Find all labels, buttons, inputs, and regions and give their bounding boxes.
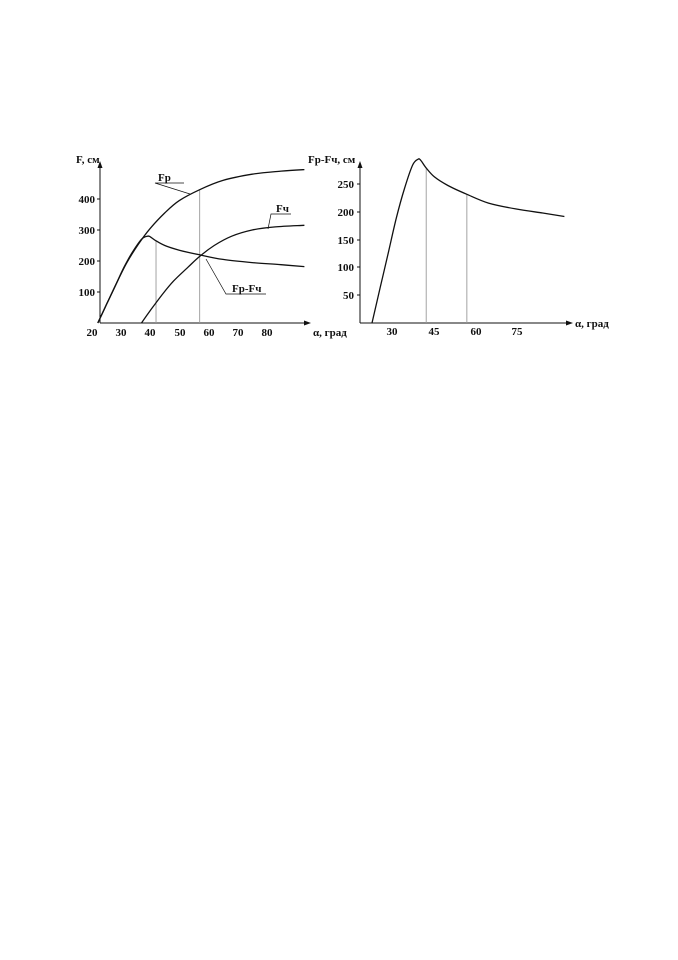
series-line-fp: [97, 168, 305, 324]
series-line-fch: [140, 224, 305, 324]
x-axis-arrow: [566, 320, 573, 326]
x-tick-label: 40: [145, 327, 157, 339]
series-line-fp-minus-fch: [371, 158, 565, 324]
y-axis-arrow: [97, 161, 103, 168]
series-leader-fch: [267, 213, 291, 230]
x-tick-label: 70: [233, 327, 245, 339]
x-axis-label: α, град: [313, 327, 347, 339]
x-tick-label: 20: [87, 327, 99, 339]
x-tick-label: 60: [204, 327, 216, 339]
x-tick-label: 30: [116, 327, 128, 339]
x-axis-arrow: [304, 320, 311, 326]
y-axis-label: Fp-Fч, см: [308, 154, 356, 166]
x-tick-label: 80: [262, 327, 274, 339]
x-tick-label: 60: [471, 326, 483, 338]
x-axis-label: α, град: [575, 318, 609, 330]
y-tick-label: 250: [338, 179, 355, 191]
series-line-fp-minus-fch: [97, 235, 305, 324]
x-tick-label: 45: [429, 326, 441, 338]
y-tick-label: 100: [338, 262, 355, 274]
y-tick-label: 200: [79, 256, 96, 268]
x-tick-label: 75: [512, 326, 524, 338]
y-tick-label: 400: [79, 194, 96, 206]
y-tick-label: 50: [343, 290, 355, 302]
y-tick-label: 100: [79, 287, 96, 299]
y-axis-arrow: [357, 161, 363, 168]
y-tick-label: 150: [338, 235, 355, 247]
y-tick-label: 300: [79, 225, 96, 237]
series-label-fp-minus-fch: Fp-Fч: [232, 283, 261, 295]
series-label-fp: Fp: [158, 172, 171, 184]
x-tick-label: 50: [175, 327, 187, 339]
x-tick-label: 30: [387, 326, 399, 338]
y-axis-label: F, см: [76, 154, 100, 166]
series-label-fch: Fч: [276, 203, 289, 215]
series-leader-fp-minus-fch: [205, 258, 266, 295]
series-leader-fp: [154, 182, 191, 195]
y-tick-label: 200: [338, 207, 355, 219]
